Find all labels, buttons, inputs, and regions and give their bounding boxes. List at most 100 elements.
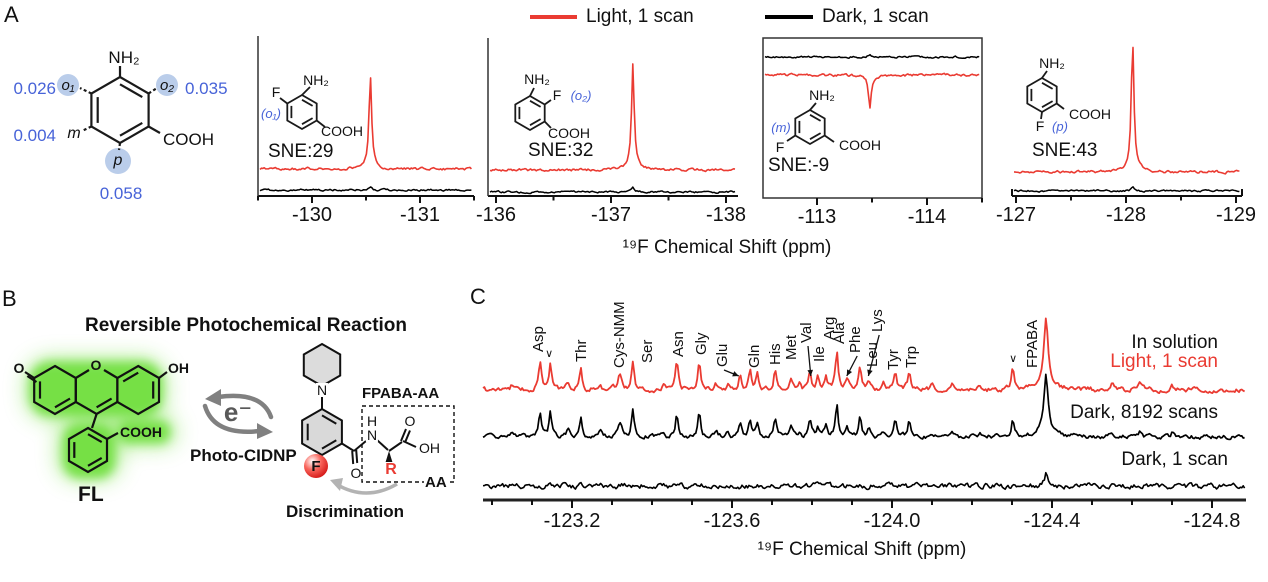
fl-o-left: O xyxy=(13,360,25,376)
fl-label: FL xyxy=(78,483,104,506)
amide-o: O xyxy=(350,465,362,481)
dark-trace-a4 xyxy=(1013,186,1240,193)
peak-label-phe: Phe xyxy=(847,326,864,353)
electron-label: e⁻ xyxy=(223,397,253,427)
mol-o2-label: o₂ xyxy=(159,77,175,94)
peak-label-trp: Trp xyxy=(903,346,920,368)
amide-h: H xyxy=(366,413,378,429)
s2-sne: SNE:32 xyxy=(528,140,594,161)
discrimination-arrowhead xyxy=(330,478,343,491)
acid-oh: OH xyxy=(419,440,440,456)
piperidine-n: N xyxy=(315,382,329,398)
peak-label-fpaba: FPABA xyxy=(1024,320,1041,368)
mol-m-value: 0.004 xyxy=(13,126,56,145)
piperidine-ring xyxy=(302,342,342,388)
peak-label-gly: Gly xyxy=(693,332,710,355)
impurity-marker: ∨ xyxy=(545,348,553,360)
peak-label-asn: Asn xyxy=(670,331,687,357)
tick-label: -114 xyxy=(908,206,947,228)
s2-nh2: NH₂ xyxy=(524,71,550,87)
s2-f: F xyxy=(552,87,562,103)
photo-cidnp-label: Photo-CIDNP xyxy=(190,446,297,465)
peak-label-ala: Ala xyxy=(831,322,848,344)
fluorescein-glow xyxy=(26,358,176,480)
tick-label: -130 xyxy=(292,204,332,226)
panel-c-label: C xyxy=(470,284,486,309)
peak-label-leu: Leu xyxy=(864,342,881,367)
mol-p-value: 0.058 xyxy=(99,184,143,203)
tick-label: -131 xyxy=(400,204,440,226)
fl-o-top: O xyxy=(90,357,102,373)
fl-oh: OH xyxy=(168,360,189,376)
s4-sne: SNE:43 xyxy=(1032,140,1098,161)
mol-o2-value: 0.035 xyxy=(185,79,228,98)
legend-light-label: Light, 1 scan xyxy=(586,6,694,27)
panel-b-title: Reversible Photochemical Reaction xyxy=(84,315,408,336)
spectrum1-structure xyxy=(279,86,326,131)
s4-cooh: COOH xyxy=(1069,106,1111,122)
annotation-dark-1-scan: Dark, 1 scan xyxy=(1121,449,1228,470)
fluorescein-structure xyxy=(24,364,168,474)
peak-label-thr: Thr xyxy=(573,339,590,362)
s4-nh2: NH₂ xyxy=(1039,55,1065,71)
panel-c-xaxis-title: ¹⁹F Chemical Shift (ppm) xyxy=(757,539,967,560)
right-arrowhead xyxy=(257,423,273,439)
tick-label: -138 xyxy=(706,204,746,226)
peak-label-cys-nmm: Cys-NMM xyxy=(611,301,628,368)
s2-site: (o₂) xyxy=(570,88,592,103)
peak-label-glu: Glu xyxy=(714,344,731,367)
s3-f: F xyxy=(775,139,785,155)
s1-site: (o₁) xyxy=(261,106,281,121)
tick-label: -124.8 xyxy=(1184,510,1241,532)
panel-a-label: A xyxy=(4,2,19,27)
mol-m-label: m xyxy=(67,125,81,142)
acid-o: O xyxy=(404,413,416,429)
panel-b-label: B xyxy=(2,286,17,311)
light-trace-a3 xyxy=(764,72,980,109)
s3-nh2: NH₂ xyxy=(809,87,835,103)
peak-label-arg: Arg xyxy=(821,317,838,340)
s1-nh2: NH₂ xyxy=(303,72,329,88)
annotation-in-solution: In solution xyxy=(1131,332,1218,353)
peak-label-lys: Lys xyxy=(869,309,886,332)
dark-trace-a1 xyxy=(259,186,472,193)
s1-f: F xyxy=(271,84,281,100)
s3-sne: SNE:-9 xyxy=(768,155,830,176)
mol-p-label: p xyxy=(113,152,123,169)
discrimination-label: Discrimination xyxy=(285,502,405,521)
legend-light-line xyxy=(530,15,577,19)
spectrum4-structure xyxy=(1026,70,1065,120)
tick-label: -123.2 xyxy=(544,510,601,532)
mol-o1-value: 0.026 xyxy=(13,79,56,98)
annotation-light-1-scan: Light, 1 scan xyxy=(1110,351,1218,372)
s3-site: (m) xyxy=(771,120,791,135)
amide-n: N xyxy=(365,427,379,443)
mol-cooh-label: COOH xyxy=(163,130,214,149)
s4-site: (p) xyxy=(1052,119,1068,134)
fluorine-atom: F xyxy=(311,458,321,475)
tick-label: -136 xyxy=(476,204,516,226)
tick-label: -113 xyxy=(798,206,837,228)
tick-label: -124.0 xyxy=(864,510,921,532)
r-group-label: R xyxy=(385,461,397,478)
tick-label: -128 xyxy=(1106,204,1146,226)
tick-label: -123.6 xyxy=(704,510,761,532)
s1-cooh: COOH xyxy=(321,123,363,139)
dark-trace-a2 xyxy=(489,186,736,195)
annotation-dark-8192: Dark, 8192 scans xyxy=(1070,402,1218,423)
aa-label: AA xyxy=(424,474,448,491)
peak-label-ile: Ile xyxy=(811,346,828,362)
tick-label: -137 xyxy=(591,204,631,226)
s1-sne: SNE:29 xyxy=(268,141,334,162)
fpaba-aa-label: FPABA-AA xyxy=(362,385,440,402)
panel-a-xaxis-title: ¹⁹F Chemical Shift (ppm) xyxy=(622,237,832,258)
dark-trace-a3 xyxy=(764,53,980,59)
peak-label-tyr: Tyr xyxy=(885,349,902,370)
tick-label: -129 xyxy=(1216,204,1256,226)
legend-dark-label: Dark, 1 scan xyxy=(822,6,929,27)
discrimination-arrow xyxy=(335,482,398,495)
peak-label-val: Val xyxy=(798,322,815,343)
legend-dark-line xyxy=(765,15,813,19)
peak-label-ser: Ser xyxy=(639,340,656,363)
